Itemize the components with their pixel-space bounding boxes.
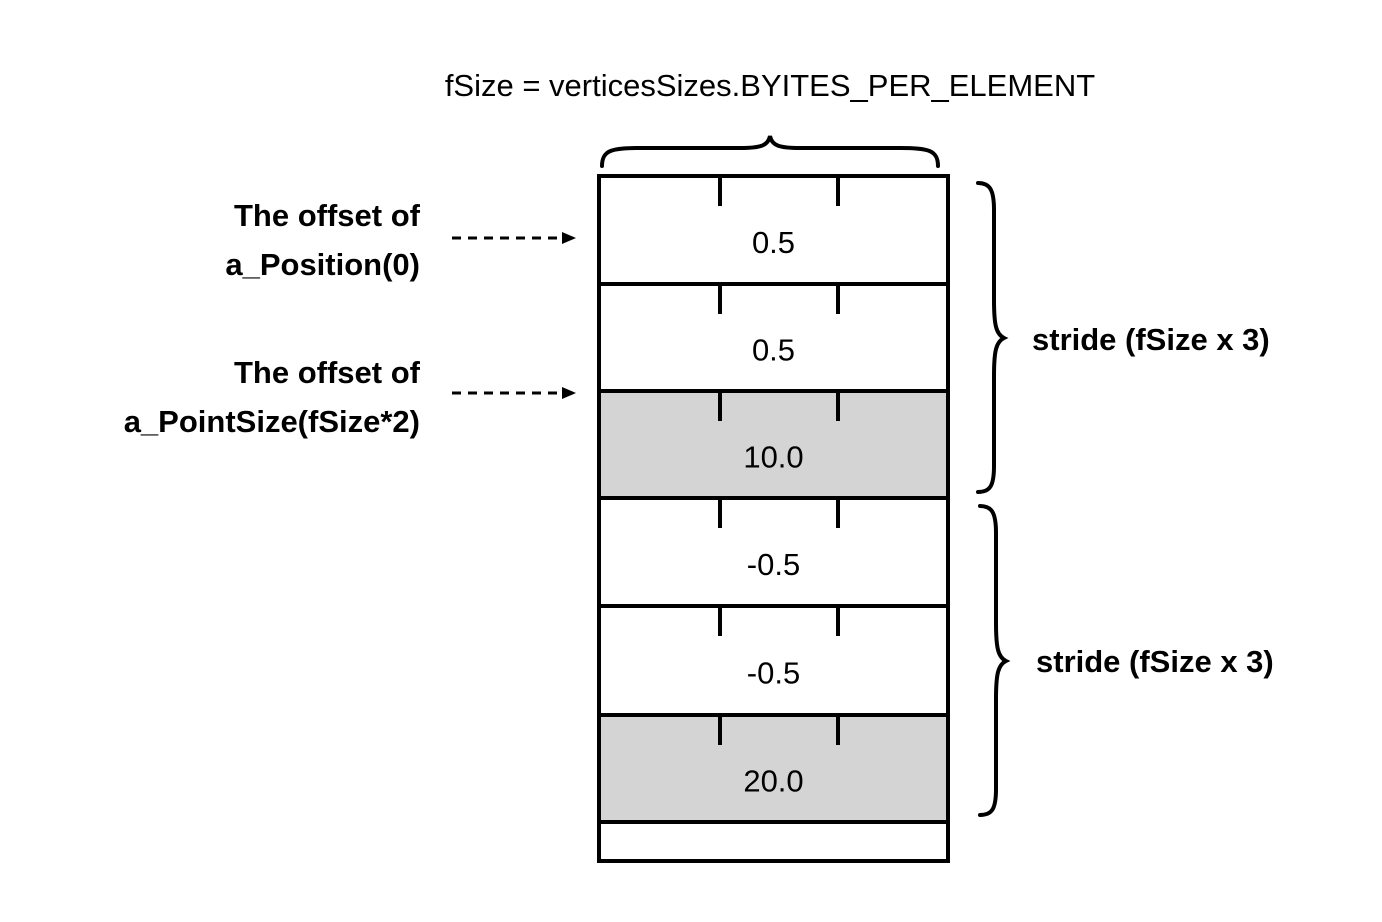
stride-label-2: stride (fSize x 3)	[1036, 644, 1274, 679]
buffer-cell-value: 0.5	[752, 333, 795, 368]
stride-brace-1	[976, 181, 1009, 494]
buffer-cells: 0.5 0.5 10.0 -0.5 -0.5 20.0	[597, 174, 950, 863]
buffer-cell	[597, 282, 950, 393]
offset-label-pointsize-line2: a_PointSize(fSize*2)	[124, 404, 420, 439]
buffer-cell	[597, 389, 950, 500]
buffer-cell-value: 20.0	[743, 764, 803, 799]
buffer-cell-value: 10.0	[743, 440, 803, 475]
buffer-cell-value: -0.5	[747, 547, 800, 582]
buffer-cell	[597, 820, 950, 863]
stride-label-1: stride (fSize x 3)	[1032, 322, 1270, 357]
buffer-border	[597, 174, 950, 863]
stride-brace-2	[978, 504, 1011, 817]
buffer-cell-value: -0.5	[747, 656, 800, 691]
diagram-title: fSize = verticesSizes.BYITES_PER_ELEMENT	[445, 68, 1095, 103]
offset-label-pointsize-line1: The offset of	[234, 355, 421, 390]
offset-label-position-line2: a_Position(0)	[225, 247, 420, 282]
buffer-cell-value: 0.5	[752, 225, 795, 260]
element-size-brace	[600, 135, 940, 168]
offset-label-position-line1: The offset of	[234, 198, 421, 233]
